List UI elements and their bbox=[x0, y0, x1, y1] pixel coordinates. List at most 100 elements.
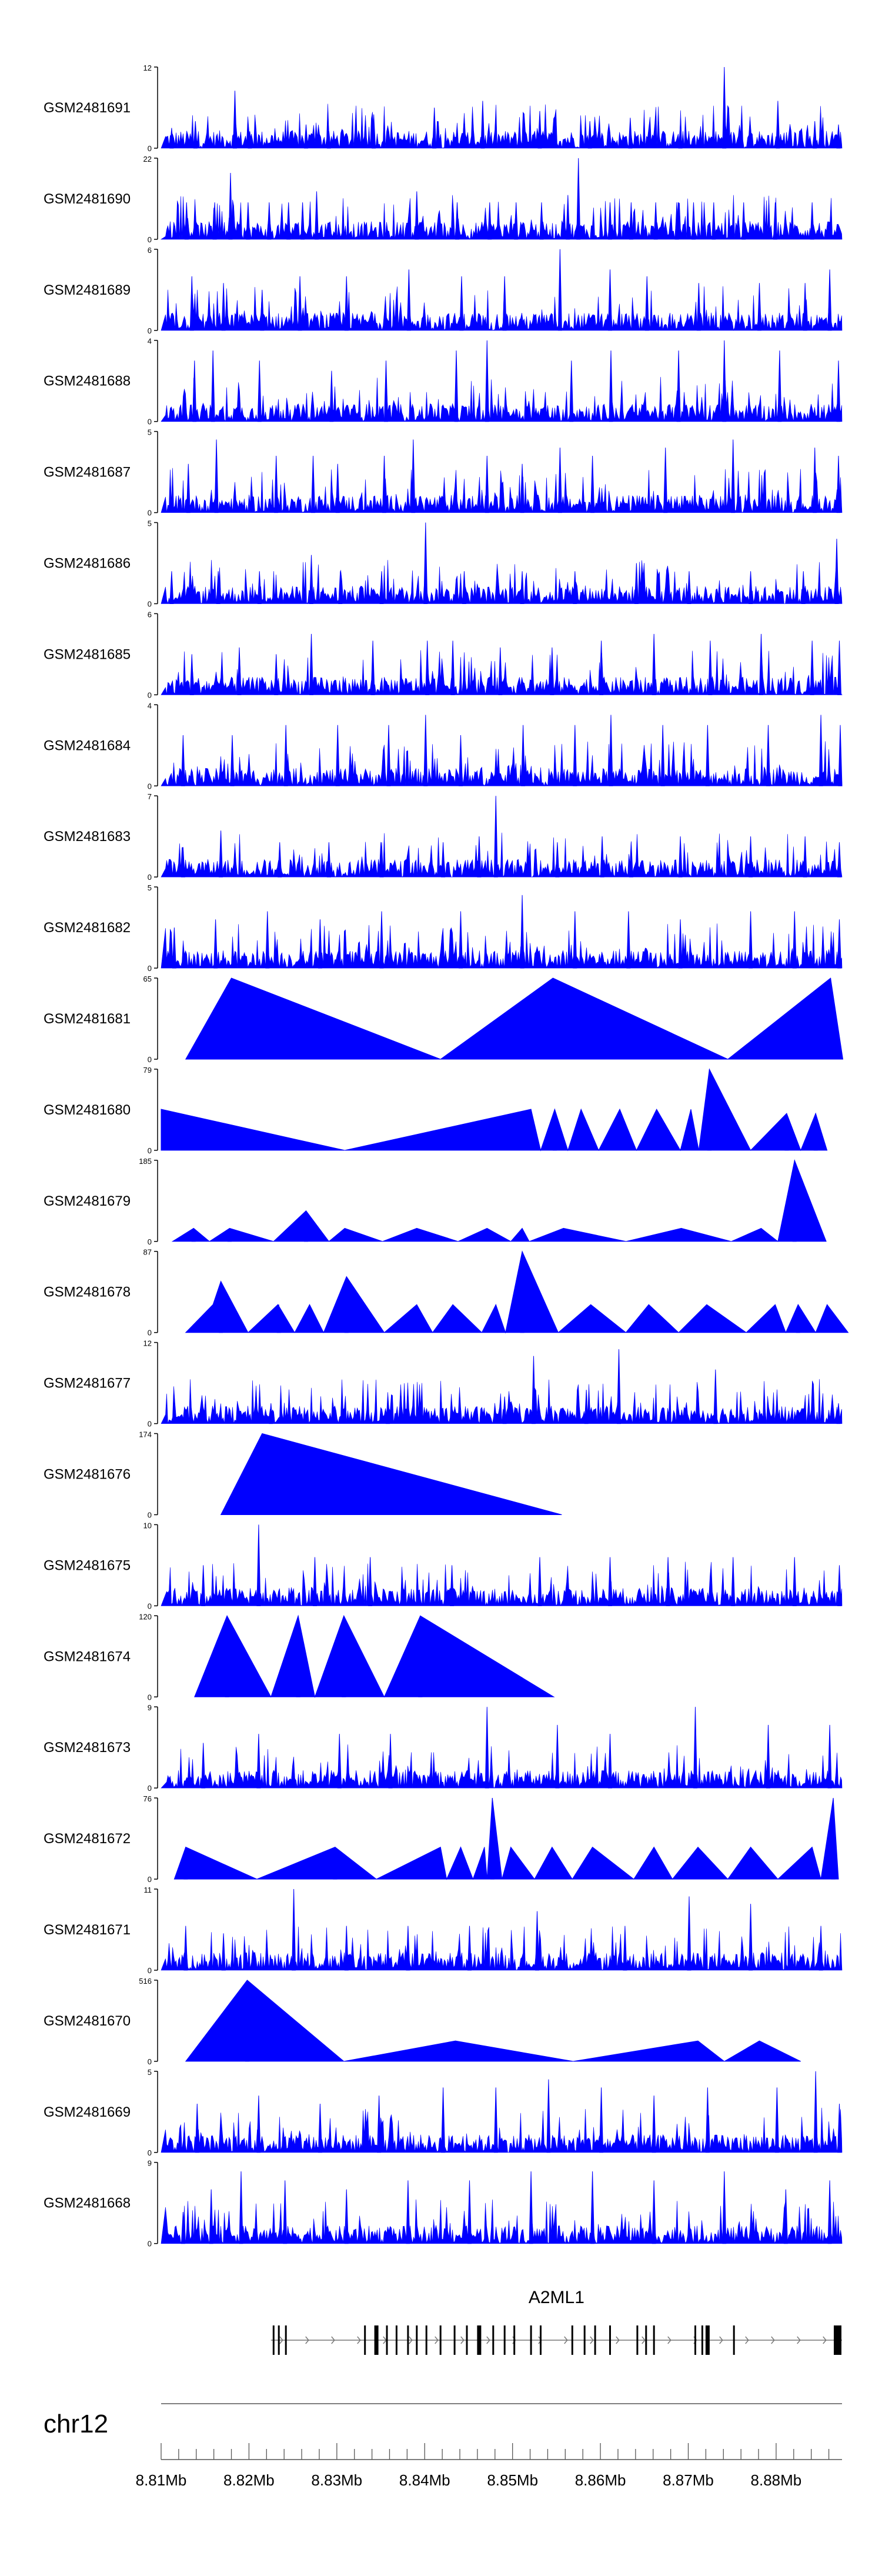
coverage-peak bbox=[276, 1304, 281, 1333]
coverage-peak bbox=[599, 2087, 604, 2153]
axis-tick-label: 8.82Mb bbox=[223, 2471, 275, 2489]
y-axis: 40 bbox=[148, 337, 158, 426]
coverage-peak bbox=[292, 1888, 296, 1971]
y-axis-min-label: 0 bbox=[148, 1146, 152, 1155]
y-axis-min-label: 0 bbox=[148, 1693, 152, 1701]
coverage-peak bbox=[337, 1734, 342, 1788]
coverage-peak bbox=[274, 654, 279, 695]
gene-exon bbox=[386, 2325, 388, 2355]
coverage-peak bbox=[296, 1616, 300, 1697]
coverage-peak bbox=[550, 647, 554, 695]
y-axis-min-label: 0 bbox=[148, 1237, 152, 1246]
strand-arrow bbox=[305, 2336, 309, 2344]
y-axis: 50 bbox=[148, 519, 158, 609]
track-label: GSM2481679 bbox=[44, 1193, 131, 1209]
coverage-peak bbox=[609, 715, 613, 786]
coverage-peak bbox=[193, 121, 198, 149]
coverage-peak bbox=[520, 463, 524, 513]
coverage-peak bbox=[550, 977, 555, 1060]
coverage-peak bbox=[257, 571, 262, 604]
y-axis-max-label: 11 bbox=[144, 1886, 152, 1894]
coverage-area bbox=[161, 560, 843, 605]
coverage-peak bbox=[514, 202, 519, 240]
coverage-peak bbox=[674, 202, 679, 240]
track-GSM2481690: GSM2481690 22 0 bbox=[44, 155, 843, 244]
coverage-peak bbox=[623, 1926, 627, 1971]
coverage-area bbox=[161, 2199, 843, 2244]
coverage-peak bbox=[722, 66, 727, 149]
gene-exon bbox=[272, 2325, 275, 2355]
coverage-peak bbox=[183, 1926, 188, 1971]
coverage-peak bbox=[607, 1734, 613, 1788]
strand-arrow bbox=[771, 2336, 775, 2344]
coverage-peak bbox=[379, 571, 384, 604]
y-axis-max-label: 76 bbox=[143, 1794, 152, 1803]
y-axis-min-label: 0 bbox=[148, 2240, 152, 2248]
gene-exon bbox=[278, 2325, 280, 2355]
gene-exon bbox=[530, 2325, 532, 2355]
coverage-peak bbox=[707, 1069, 711, 1151]
strand-arrow bbox=[797, 2336, 801, 2344]
coverage-peak bbox=[425, 640, 430, 695]
track-label: GSM2481681 bbox=[44, 1011, 131, 1027]
coverage-peak bbox=[837, 919, 842, 969]
coverage-peak bbox=[731, 1557, 736, 1606]
coverage-peak bbox=[693, 1707, 698, 1788]
y-axis-max-label: 4 bbox=[148, 701, 152, 710]
y-axis: 50 bbox=[148, 2068, 158, 2157]
coverage-peak bbox=[557, 448, 562, 513]
coverage-peak bbox=[386, 725, 391, 786]
track-label: GSM2481685 bbox=[44, 646, 131, 662]
coverage-peak bbox=[310, 455, 316, 513]
coverage-peak bbox=[221, 283, 226, 331]
coverage-peak bbox=[652, 2095, 656, 2153]
gene-exon bbox=[374, 2325, 379, 2355]
axis-tick-label: 8.85Mb bbox=[487, 2471, 538, 2489]
coverage-peak bbox=[837, 2103, 842, 2153]
y-axis-max-label: 4 bbox=[148, 337, 152, 346]
strand-arrow bbox=[667, 2336, 671, 2344]
coverage-peak bbox=[836, 124, 841, 149]
y-axis: 90 bbox=[148, 1703, 158, 1793]
coverage-peak bbox=[181, 847, 185, 877]
coverage-peak bbox=[318, 919, 322, 969]
coverage-peak bbox=[227, 1228, 232, 1242]
coverage-peak bbox=[312, 1557, 318, 1606]
coverage-peak bbox=[372, 114, 376, 149]
y-axis: 12 0 bbox=[143, 64, 158, 153]
coverage-peak bbox=[248, 131, 252, 149]
coverage-peak bbox=[803, 283, 807, 331]
track-label: GSM2481690 bbox=[44, 191, 131, 207]
y-axis: 60 bbox=[148, 246, 158, 335]
track-GSM2481671: GSM2481671 11 0 bbox=[44, 1886, 843, 1975]
coverage-peak bbox=[818, 715, 823, 786]
coverage-peak bbox=[169, 128, 174, 149]
coverage-peak bbox=[837, 1565, 842, 1606]
coverage-peak bbox=[256, 1734, 261, 1788]
coverage-peak bbox=[370, 640, 375, 695]
coverage-peak bbox=[652, 633, 656, 695]
coverage-peak bbox=[836, 1403, 841, 1424]
coverage-peak bbox=[587, 121, 592, 149]
coverage-peak bbox=[607, 1557, 613, 1606]
gene-exon bbox=[466, 2325, 468, 2355]
coverage-peak bbox=[333, 1847, 338, 1880]
y-axis-min-label: 0 bbox=[148, 1784, 152, 1793]
coverage-peak bbox=[836, 361, 841, 422]
coverage-peak bbox=[818, 1926, 823, 1971]
coverage-peak bbox=[329, 371, 334, 422]
coverage-peak bbox=[191, 1228, 196, 1242]
strand-arrow bbox=[357, 2336, 361, 2344]
coverage-peak bbox=[211, 350, 215, 422]
coverage-peak bbox=[256, 2095, 261, 2153]
coverage-peak bbox=[573, 571, 577, 604]
coverage-peak bbox=[459, 276, 464, 331]
y-axis: 11 0 bbox=[144, 1886, 158, 1975]
axis-tick-label: 8.86Mb bbox=[575, 2471, 626, 2489]
coverage-peak bbox=[239, 2171, 243, 2244]
strand-arrow bbox=[745, 2336, 749, 2344]
coverage-peak bbox=[792, 1557, 797, 1606]
coverage-peak bbox=[531, 1356, 536, 1424]
gene-exon bbox=[503, 2325, 506, 2355]
